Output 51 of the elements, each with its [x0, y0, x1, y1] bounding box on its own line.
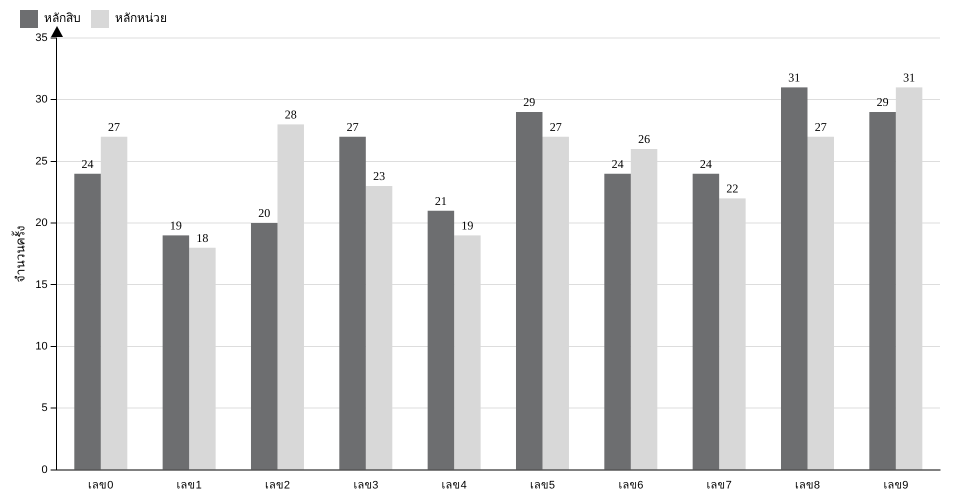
bar [162, 235, 190, 470]
x-tick-label: เลข6 [618, 479, 644, 492]
x-tick-label: เลข4 [442, 479, 467, 492]
data-label: 27 [346, 120, 359, 134]
x-tick-label: เลข2 [264, 479, 290, 492]
y-tick-label: 10 [35, 340, 48, 352]
data-label: 20 [258, 206, 270, 220]
y-tick-label: 30 [35, 94, 48, 106]
bar [428, 210, 454, 470]
data-label: 24 [700, 156, 712, 171]
bar [339, 136, 366, 470]
bar [604, 174, 631, 470]
legend-label: หลักสิบ [44, 11, 81, 26]
data-label: 21 [434, 194, 447, 208]
x-tick-label: เลข5 [530, 479, 556, 492]
x-tick-label: เลข0 [88, 479, 114, 492]
y-tick-label: 25 [35, 155, 48, 168]
data-label: 31 [788, 70, 800, 85]
data-label: 18 [196, 230, 208, 245]
data-label: 24 [82, 156, 94, 171]
data-label: 19 [170, 218, 182, 233]
y-tick-label: 15 [35, 278, 48, 291]
bar [780, 87, 808, 470]
bar [250, 223, 278, 470]
data-label: 24 [612, 156, 624, 171]
bar [74, 174, 101, 470]
x-tick-label: เลข7 [706, 479, 732, 492]
data-label: 19 [461, 218, 474, 233]
x-tick-label: เลข8 [794, 479, 820, 492]
data-label: 27 [550, 120, 562, 134]
y-tick-label: 5 [42, 402, 48, 414]
y-tick-label: 0 [42, 464, 48, 476]
bar [869, 112, 896, 470]
y-tick-label: 35 [35, 32, 48, 44]
data-label: 29 [523, 95, 536, 110]
legend-label: หลักหน่วย [115, 11, 167, 26]
bar [692, 174, 720, 470]
y-tick-label: 20 [35, 217, 48, 230]
x-tick-label: เลข9 [883, 479, 908, 492]
bar [516, 112, 542, 470]
x-tick-label: เลข1 [176, 479, 202, 492]
x-tick-label: เลข3 [353, 479, 378, 492]
data-label: 22 [726, 182, 738, 196]
data-label: 28 [284, 108, 297, 122]
data-label: 26 [638, 132, 650, 146]
data-label: 23 [373, 169, 386, 184]
data-label: 31 [903, 70, 916, 85]
data-label: 29 [876, 95, 889, 110]
data-label: 27 [814, 120, 827, 134]
data-label: 27 [108, 120, 120, 134]
y-axis-title: จำนวนครั้ง [12, 225, 28, 282]
